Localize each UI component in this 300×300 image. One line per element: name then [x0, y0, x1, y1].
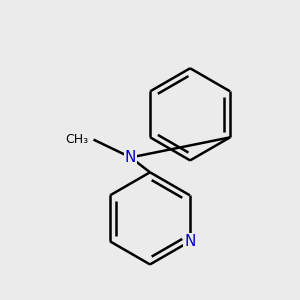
Text: N: N [184, 234, 196, 249]
Text: N: N [125, 150, 136, 165]
Text: CH₃: CH₃ [65, 133, 88, 146]
